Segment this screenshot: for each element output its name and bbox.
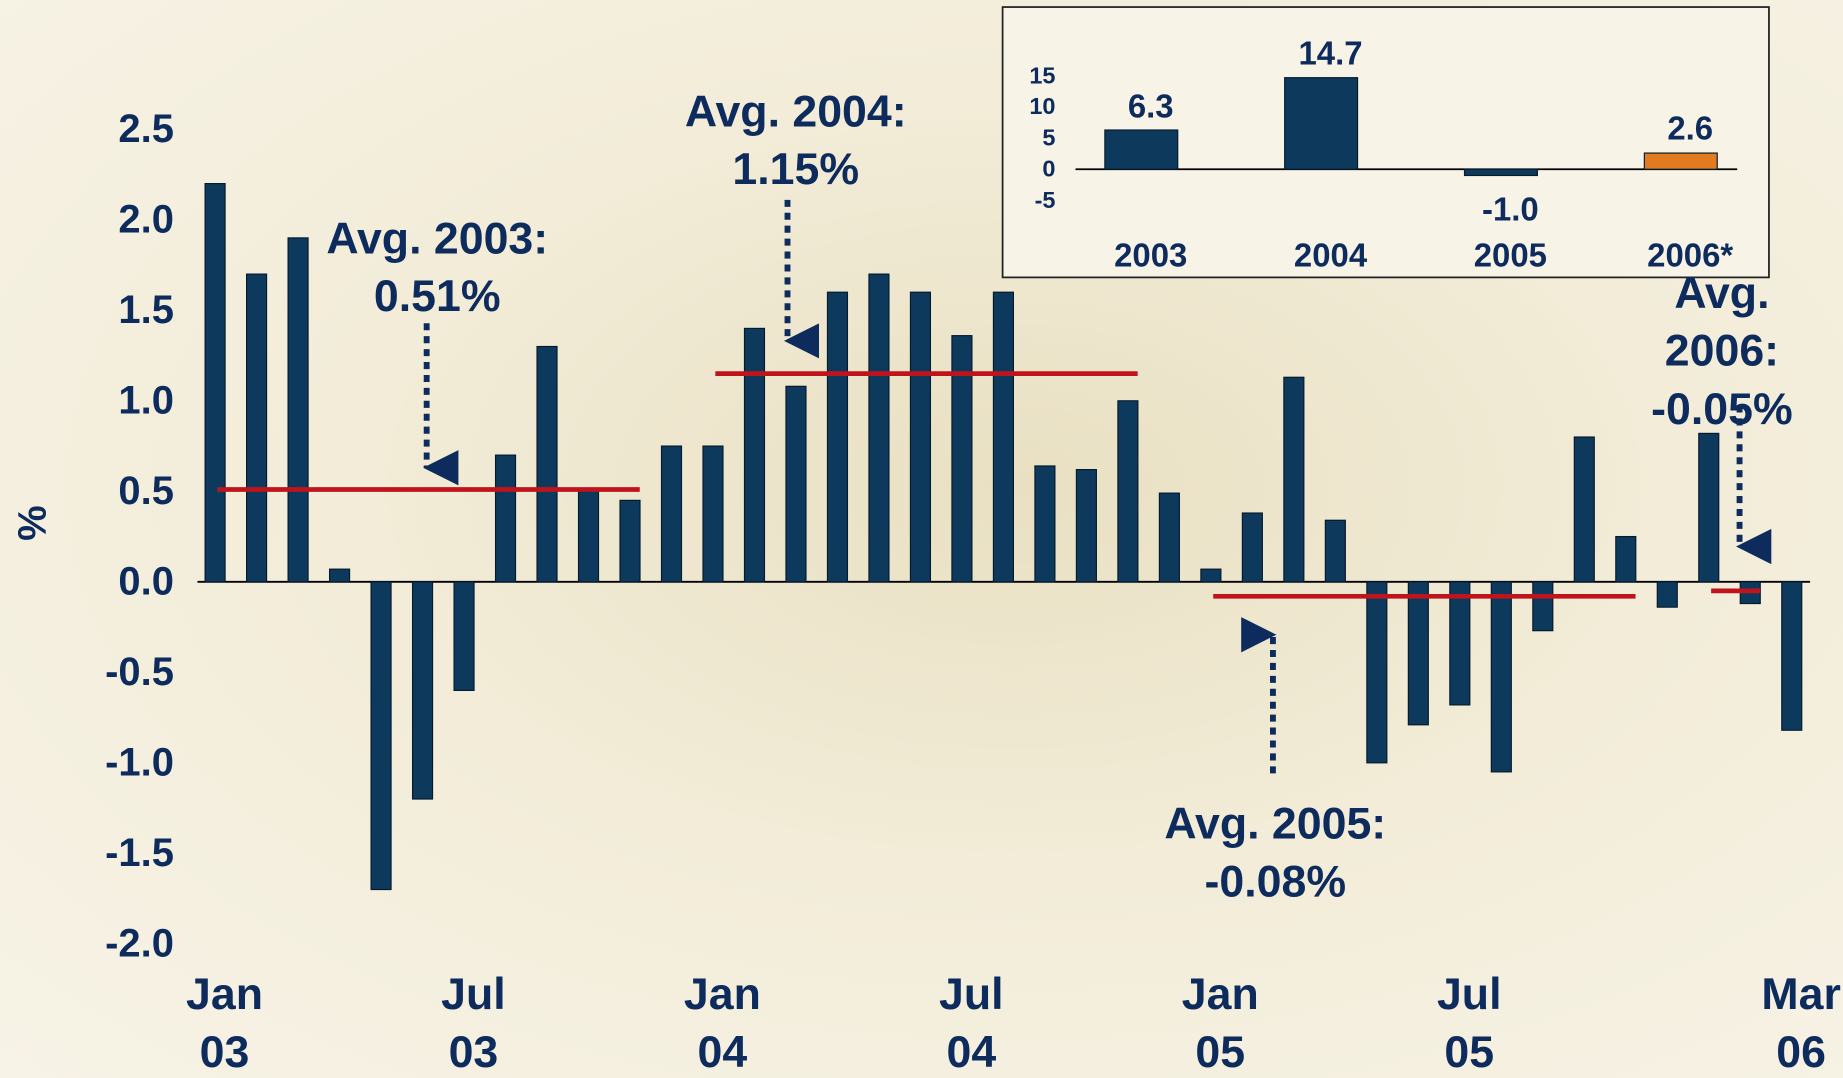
annotation: Avg. 2004: 1.15% [684, 87, 907, 196]
bar [246, 273, 268, 583]
y-tick-label: 0.5 [118, 468, 174, 514]
y-axis-label: % [10, 505, 56, 541]
bar [1366, 581, 1388, 764]
bar [536, 345, 558, 583]
bar [1283, 376, 1305, 583]
bar [328, 568, 351, 583]
y-tick-label: 1.5 [118, 287, 174, 333]
inset-value-label: -1.0 [1482, 191, 1539, 229]
y-tick-label: -1.0 [105, 740, 174, 786]
bar [1532, 581, 1554, 632]
x-tick-label: Jul 05 [1436, 970, 1502, 1078]
bar [743, 327, 766, 583]
inset-y-tick-label: 0 [1042, 156, 1056, 183]
inset-bar [1284, 77, 1359, 170]
bar [826, 291, 849, 583]
y-tick-label: 2.5 [118, 106, 174, 152]
annotation: Avg. 2003: 0.51% [326, 214, 549, 323]
inset-bar [1463, 168, 1538, 177]
bar [1615, 535, 1637, 583]
x-tick-label: Mar 06 [1761, 970, 1841, 1078]
bar [1656, 581, 1678, 608]
inset-y-tick-label: -5 [1034, 187, 1056, 214]
bar [1034, 465, 1056, 583]
bar [1573, 436, 1595, 583]
bar [951, 335, 973, 583]
x-tick-label: Jul 04 [939, 970, 1004, 1078]
annotation: Avg. 2006: -0.05% [1651, 269, 1793, 435]
bar [1324, 519, 1346, 583]
bar [494, 454, 517, 583]
bar [1241, 512, 1263, 583]
bar [453, 581, 475, 692]
inset-value-label: 14.7 [1298, 35, 1363, 72]
bar [785, 385, 807, 583]
bar [1781, 581, 1803, 731]
inset-bar [1643, 152, 1718, 170]
inset-x-tick-label: 2005 [1473, 237, 1547, 274]
y-tick-label: 1.0 [118, 378, 174, 424]
bar [868, 273, 890, 583]
bar [411, 581, 434, 800]
bar [1200, 568, 1222, 583]
inset-y-tick-label: 5 [1042, 125, 1056, 152]
inset-y-tick-label: 15 [1029, 62, 1056, 89]
bar [204, 183, 226, 583]
inset-value-label: 6.3 [1127, 87, 1174, 124]
bar [1698, 432, 1720, 583]
x-tick-label: Jul 03 [441, 970, 506, 1078]
bar [660, 445, 683, 583]
annotation: Avg. 2005: -0.08% [1164, 799, 1387, 908]
inset-bar [1104, 129, 1179, 170]
x-tick-label: Jan 04 [683, 970, 761, 1078]
y-tick-label: -0.5 [105, 649, 174, 695]
bar [1407, 581, 1429, 726]
bar [1449, 581, 1471, 706]
y-tick-label: -2.0 [105, 921, 174, 967]
bar [287, 237, 309, 583]
bar [577, 490, 600, 583]
inset-x-tick-label: 2003 [1114, 237, 1188, 274]
bar [992, 291, 1015, 583]
y-tick-label: 0.0 [118, 559, 174, 605]
bar [1158, 492, 1180, 583]
inset-value-label: 2.6 [1667, 110, 1714, 147]
bar [1075, 469, 1097, 583]
bar [370, 581, 392, 891]
x-tick-label: Jan 05 [1181, 970, 1259, 1078]
y-tick-label: 2.0 [118, 197, 174, 243]
inset-x-tick-label: 2006* [1647, 237, 1734, 274]
bar [1117, 400, 1139, 583]
y-tick-label: -1.5 [105, 830, 174, 876]
bar [1490, 581, 1512, 773]
x-tick-label: Jan 03 [186, 970, 263, 1078]
bar [702, 445, 724, 583]
inset-y-tick-label: 10 [1029, 94, 1056, 120]
inset-x-tick-label: 2004 [1293, 237, 1368, 274]
bar [619, 499, 641, 583]
bar [909, 291, 932, 583]
